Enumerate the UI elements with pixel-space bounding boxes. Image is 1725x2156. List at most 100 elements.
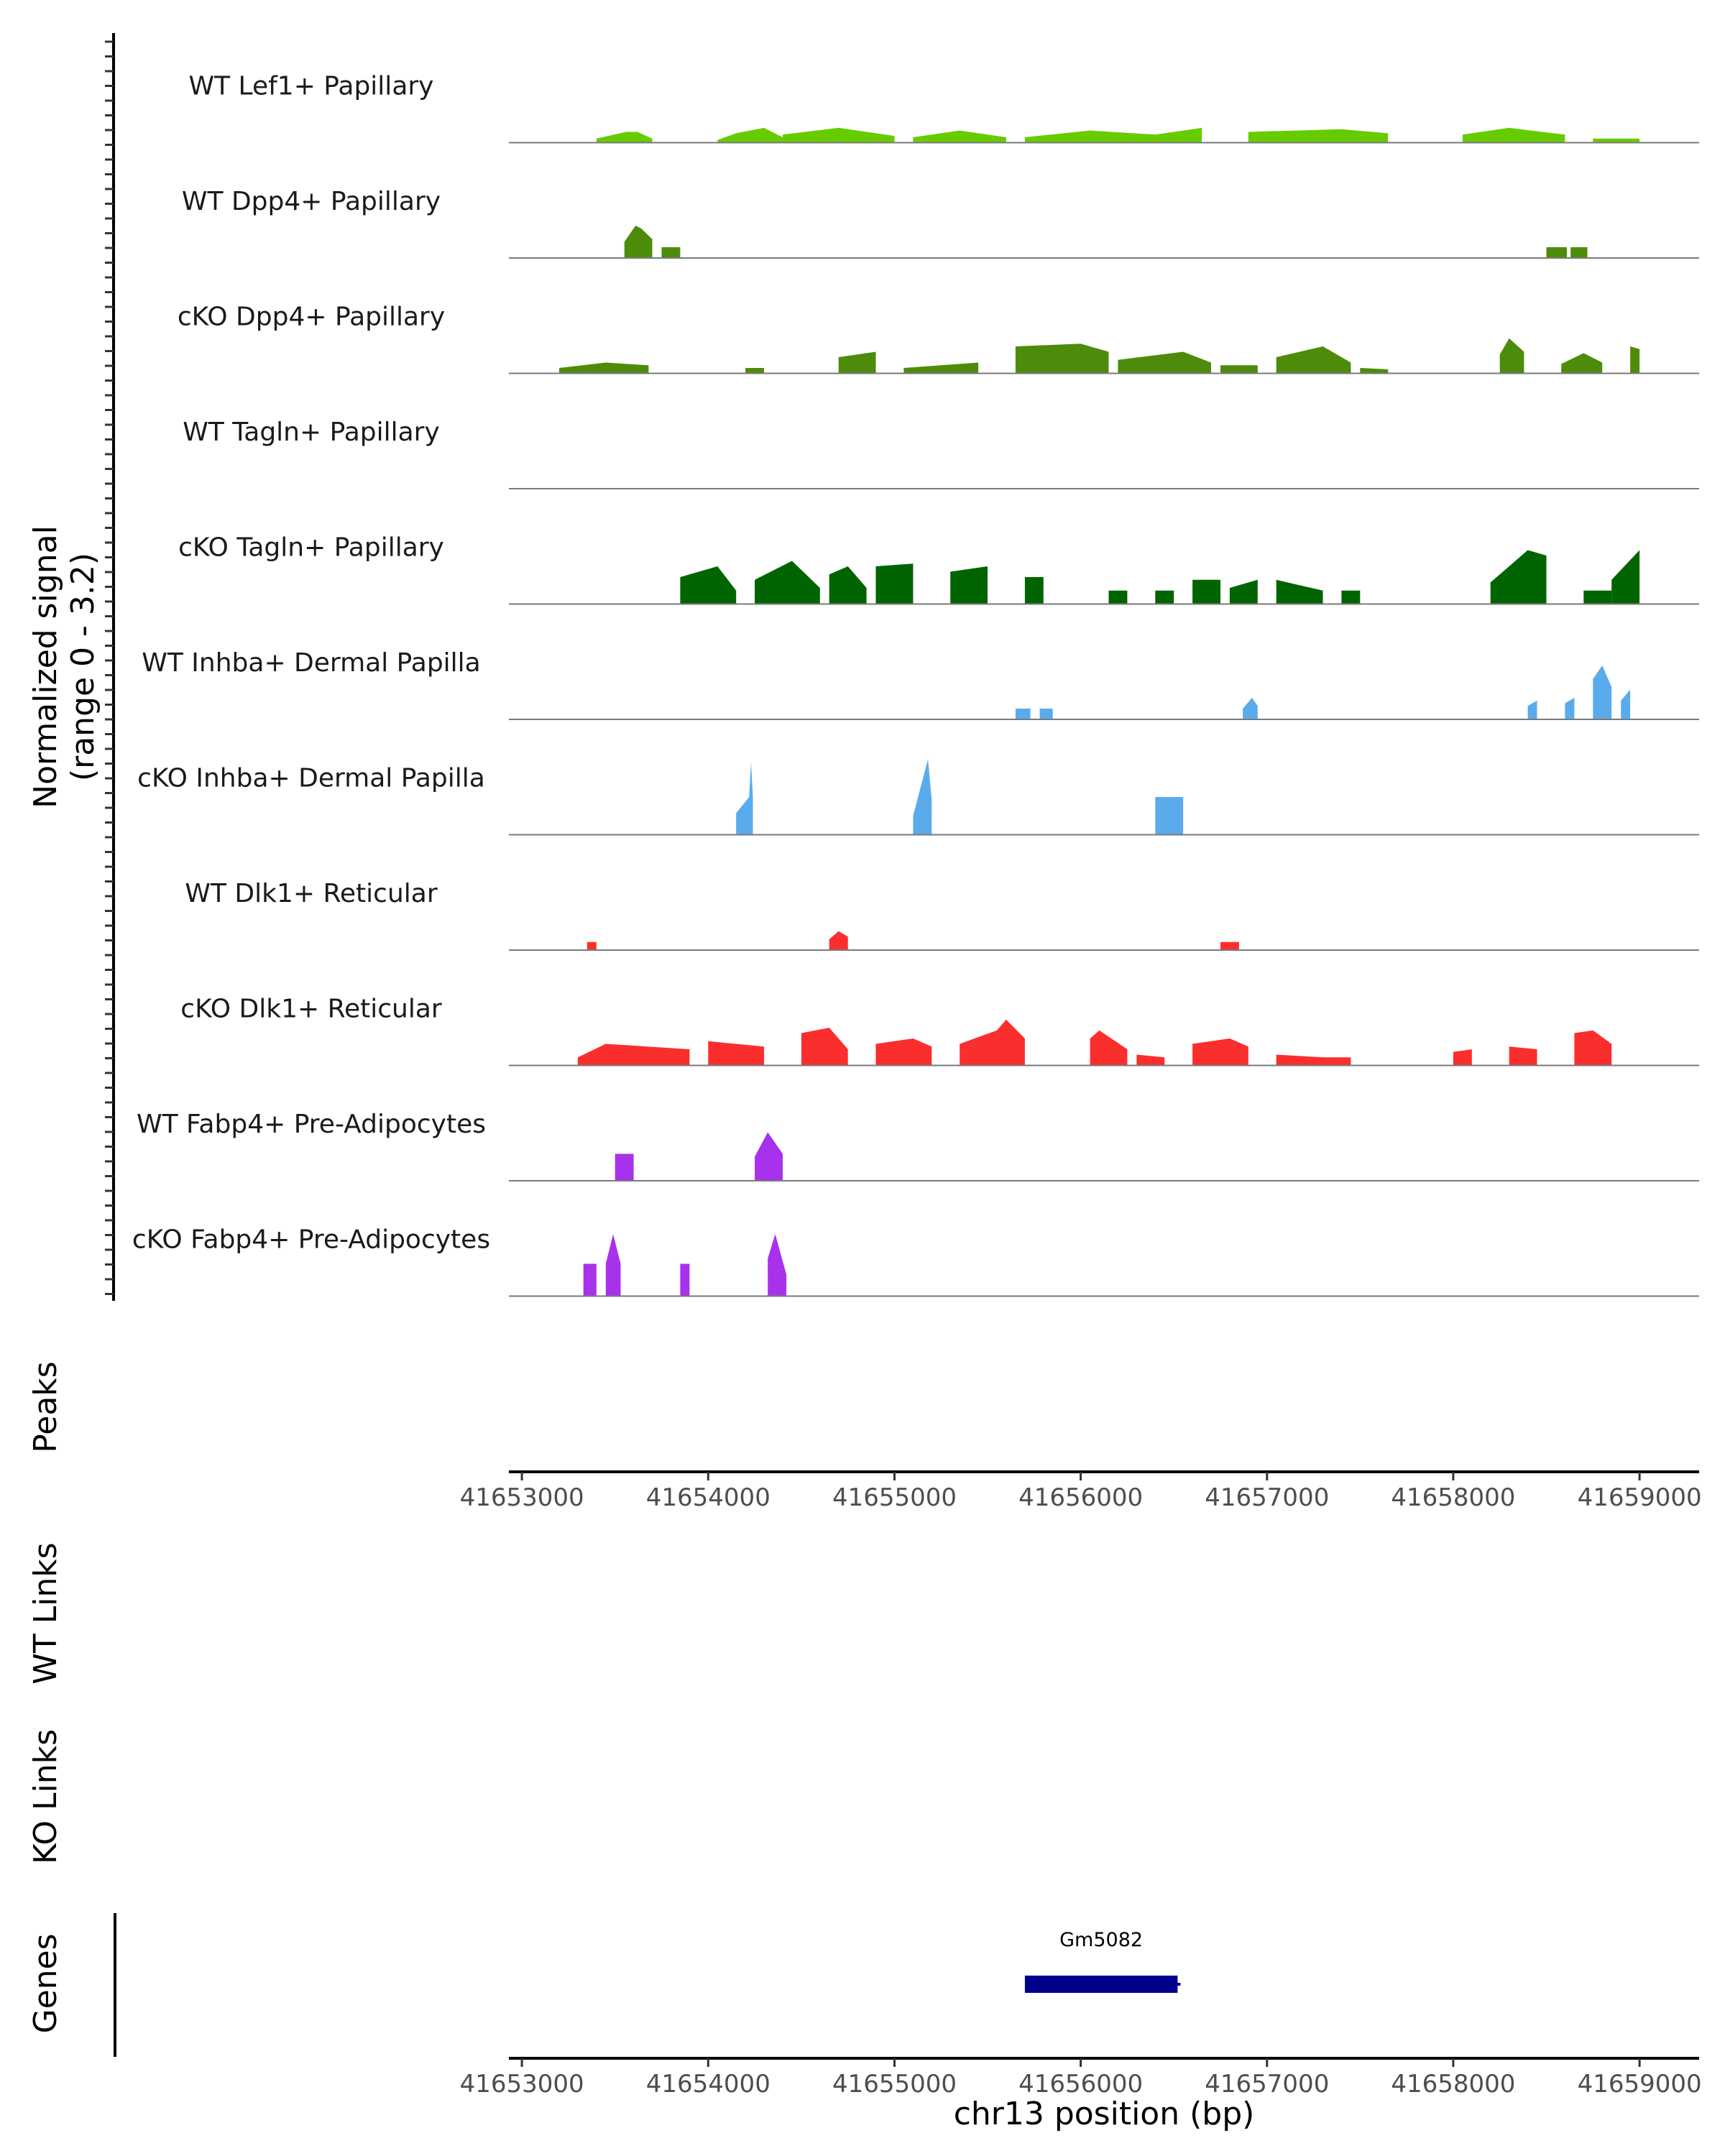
coverage-area: [768, 1234, 787, 1296]
coverage-area: [1229, 579, 1258, 604]
coverage-area: [1248, 129, 1389, 143]
coverage-area: [1462, 127, 1565, 143]
signal-y-label: Normalized signal: [27, 525, 64, 808]
coverage-area: [615, 1153, 634, 1181]
gene-track: Gm5082: [1024, 1929, 1181, 1993]
coverage-track: WT Inhba+ Dermal Papilla: [142, 648, 1699, 720]
coverage-area: [1015, 344, 1109, 374]
coverage-area: [1360, 368, 1389, 374]
coverage-area: [1108, 590, 1128, 604]
coverage-area: [1527, 700, 1537, 719]
coverage-tracks: WT Lef1+ Papillary WT Dpp4+ Papillary cKO …: [132, 72, 1699, 1297]
signal-y-ticks: [105, 40, 114, 1295]
coverage-area: [1499, 338, 1524, 374]
track-label: cKO Tagln+ Papillary: [178, 533, 444, 563]
coverage-area: [1490, 550, 1547, 604]
x-tick-label: 41658000: [1391, 1483, 1515, 1512]
coverage-area: [559, 362, 649, 374]
signal-y-label-range: (range 0 - 3.2): [65, 553, 101, 781]
coverage-area: [875, 563, 914, 604]
peaks-x-axis-ticks: 41653000 41654000 41655000 41656000 41657000…: [460, 1472, 1702, 1512]
coverage-area: [1136, 1054, 1165, 1066]
coverage-area: [1155, 590, 1174, 604]
coverage-area: [745, 368, 764, 374]
coverage-area: [1574, 1030, 1612, 1066]
genes-x-axis-ticks: 41653000 41654000 41655000 41656000 41657000…: [460, 2058, 1702, 2099]
coverage-area: [1630, 346, 1640, 374]
genes-panel-label: Genes: [27, 1933, 64, 2033]
coverage-track: cKO Fabp4+ Pre-Adipocytes: [132, 1225, 1699, 1297]
x-axis-title: chr13 position (bp): [954, 2096, 1255, 2132]
coverage-area: [801, 1028, 848, 1066]
coverage-area: [577, 1044, 690, 1066]
coverage-area: [1583, 590, 1612, 604]
coverage-area: [1276, 579, 1323, 604]
x-tick-label: 41656000: [1018, 2070, 1143, 2099]
peaks-panel-label: Peaks: [27, 1361, 64, 1452]
coverage-area: [1024, 577, 1044, 604]
x-tick-label: 41657000: [1205, 2070, 1329, 2099]
coverage-area: [1593, 138, 1640, 143]
gene-body: [1024, 1976, 1178, 1993]
coverage-area: [1192, 1038, 1248, 1066]
coverage-area: [960, 1019, 1025, 1066]
coverage-track: WT Dlk1+ Reticular: [185, 879, 1699, 951]
coverage-area: [1276, 1054, 1351, 1066]
coverage-area: [1243, 698, 1258, 719]
coverage-area: [783, 127, 895, 143]
coverage-area: [1220, 365, 1258, 374]
coverage-area: [736, 762, 753, 835]
gene-label: Gm5082: [1059, 1929, 1143, 1951]
coverage-area: [1024, 127, 1202, 143]
coverage-area: [680, 566, 737, 604]
coverage-area: [1621, 689, 1631, 719]
coverage-area: [1276, 346, 1351, 374]
coverage-area: [1561, 353, 1603, 374]
coverage-track: cKO Dlk1+ Reticular: [180, 995, 1699, 1067]
coverage-area: [1015, 709, 1031, 719]
x-tick-label: 41657000: [1205, 1483, 1329, 1512]
x-tick-label: 41653000: [460, 2070, 584, 2099]
track-label: cKO Fabp4+ Pre-Adipocytes: [132, 1225, 490, 1255]
coverage-track: WT Tagln+ Papillary: [183, 418, 1699, 489]
coverage-track: WT Fabp4+ Pre-Adipocytes: [137, 1110, 1699, 1181]
coverage-area: [1593, 665, 1612, 719]
coverage-area: [838, 351, 876, 374]
coverage-area: [903, 362, 979, 374]
track-label: cKO Dlk1+ Reticular: [180, 995, 442, 1024]
coverage-area: [913, 130, 1006, 143]
coverage-area: [596, 132, 653, 143]
coverage-area: [661, 247, 681, 258]
track-label: cKO Inhba+ Dermal Papilla: [137, 764, 485, 793]
track-label: WT Inhba+ Dermal Papilla: [142, 648, 480, 678]
coverage-area: [950, 566, 988, 604]
coverage-area: [913, 759, 932, 835]
coverage-area: [1118, 351, 1211, 374]
track-label: WT Dlk1+ Reticular: [185, 879, 437, 908]
coverage-area: [1155, 797, 1184, 835]
coverage-track: WT Dpp4+ Papillary: [182, 187, 1699, 259]
coverage-track: cKO Inhba+ Dermal Papilla: [137, 759, 1699, 836]
coverage-area: [829, 566, 867, 604]
coverage-area: [1565, 698, 1575, 719]
coverage-area: [875, 1038, 932, 1066]
coverage-track: WT Lef1+ Papillary: [189, 72, 1699, 144]
x-tick-label: 41659000: [1578, 1483, 1702, 1512]
coverage-area: [829, 931, 848, 950]
coverage-area: [1509, 1046, 1537, 1066]
coverage-area: [680, 1263, 690, 1296]
x-tick-label: 41658000: [1391, 2070, 1515, 2099]
coverage-area: [1341, 590, 1361, 604]
coverage-area: [605, 1234, 621, 1296]
x-tick-label: 41659000: [1578, 2070, 1702, 2099]
coverage-area: [717, 127, 783, 143]
coverage-area: [624, 226, 653, 258]
coverage-track: cKO Tagln+ Papillary: [178, 533, 1699, 605]
x-tick-label: 41654000: [646, 2070, 770, 2099]
track-label: WT Tagln+ Papillary: [183, 418, 440, 447]
x-tick-label: 41655000: [832, 1483, 957, 1512]
track-label: WT Dpp4+ Papillary: [182, 187, 441, 216]
track-label: WT Fabp4+ Pre-Adipocytes: [137, 1110, 486, 1139]
wt-links-panel-label: WT Links: [27, 1542, 64, 1684]
coverage-area: [1039, 709, 1053, 719]
